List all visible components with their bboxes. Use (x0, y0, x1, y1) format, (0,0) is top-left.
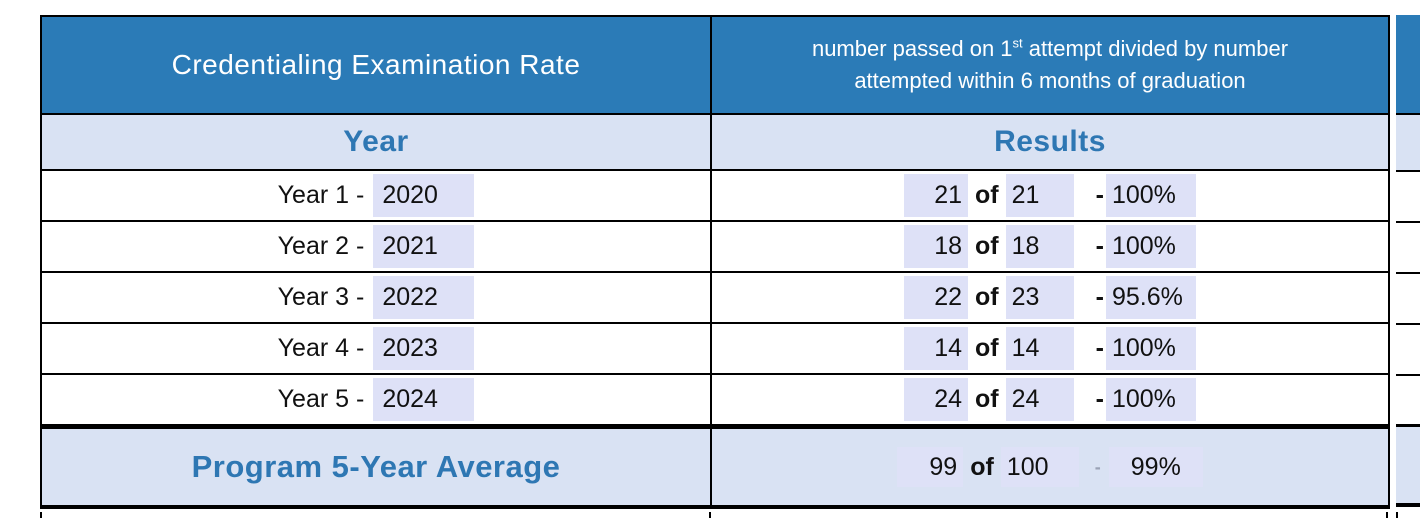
passed-total-field[interactable]: 99 (897, 447, 964, 487)
dash-separator: - (1094, 456, 1101, 477)
results-cell: 18 of 18 - 100% (712, 222, 1388, 271)
year-cell: Year 5 - 2024 (42, 375, 712, 424)
year-cell: Year 3 - 2022 (42, 273, 712, 322)
of-label: of (975, 334, 999, 362)
percent-field[interactable]: 100% (1105, 378, 1196, 421)
program-average-label: Program 5-Year Average (191, 449, 561, 484)
year-value-field[interactable]: 2020 (373, 174, 475, 217)
results-cell: 14 of 14 - 100% (712, 324, 1388, 373)
of-label: of (975, 385, 999, 413)
cutoff-border-tick (709, 512, 711, 518)
table-footer-row: Program 5-Year Average 99 of 100 - 99% (42, 426, 1388, 505)
year-value-field[interactable]: 2021 (373, 225, 475, 268)
cutoff-data-cell (1396, 325, 1420, 376)
dash-separator: - (1095, 232, 1104, 260)
results-group: 14 of 14 - 100% (904, 327, 1196, 370)
cutoff-header-cell (1396, 15, 1420, 115)
of-label: of (970, 452, 994, 481)
cutoff-border-tick (1386, 512, 1388, 518)
year-row-label: Year 2 - (277, 232, 365, 260)
cutoff-border-tick (40, 512, 42, 518)
dash-separator: - (1095, 283, 1104, 311)
table-row: Year 4 - 2023 14 of 14 - 100% (42, 324, 1388, 375)
attempted-count-field[interactable]: 18 (1005, 225, 1074, 268)
passed-count-field[interactable]: 24 (904, 378, 969, 421)
attempted-count-field[interactable]: 21 (1005, 174, 1074, 217)
results-cell: 22 of 23 - 95.6% (712, 273, 1388, 322)
table-header-row: Credentialing Examination Rate number pa… (42, 17, 1388, 115)
results-group: 99 of 100 - 99% (897, 447, 1203, 487)
cutoff-footer-cell (1396, 427, 1420, 507)
table-row: Year 2 - 2021 18 of 18 - 100% (42, 222, 1388, 273)
year-row-label: Year 5 - (277, 385, 365, 413)
year-row-label: Year 4 - (277, 334, 365, 362)
attempted-count-field[interactable]: 23 (1005, 276, 1074, 319)
year-cell: Year 4 - 2023 (42, 324, 712, 373)
cutoff-data-cell (1396, 274, 1420, 325)
passed-count-field[interactable]: 14 (904, 327, 969, 370)
average-results-cell: 99 of 100 - 99% (712, 429, 1388, 505)
page-title: Credentialing Examination Rate (171, 49, 581, 80)
definition-line2: attempted within 6 months of graduation (854, 68, 1246, 93)
header-description-cell: number passed on 1st attempt divided by … (712, 17, 1388, 113)
of-label: of (975, 283, 999, 311)
results-cell: 24 of 24 - 100% (712, 375, 1388, 424)
percent-field[interactable]: 100% (1105, 174, 1196, 217)
passed-count-field[interactable]: 22 (904, 276, 969, 319)
table-row: Year 3 - 2022 22 of 23 - 95.6% (42, 273, 1388, 324)
results-group: 21 of 21 - 100% (904, 174, 1196, 217)
results-group: 24 of 24 - 100% (904, 378, 1196, 421)
table-row: Year 5 - 2024 24 of 24 - 100% (42, 375, 1388, 426)
definition-line1-post: attempt divided by number (1022, 36, 1289, 62)
year-value-field[interactable]: 2024 (373, 378, 475, 421)
year-column-header-cell: Year (42, 115, 712, 169)
results-group: 18 of 18 - 100% (904, 225, 1196, 268)
attempted-total-field[interactable]: 100 (1000, 447, 1079, 487)
dash-separator: - (1095, 385, 1104, 413)
percent-field[interactable]: 95.6% (1105, 276, 1196, 319)
cutoff-data-cell (1396, 376, 1420, 427)
average-percent-field[interactable]: 99% (1108, 447, 1203, 487)
dash-separator: - (1095, 334, 1104, 362)
credentialing-exam-rate-table: Credentialing Examination Rate number pa… (40, 15, 1390, 509)
of-label: of (975, 181, 999, 209)
year-column-header: Year (343, 125, 409, 158)
results-cell: 21 of 21 - 100% (712, 171, 1388, 220)
year-cell: Year 2 - 2021 (42, 222, 712, 271)
year-cell: Year 1 - 2020 (42, 171, 712, 220)
year-row-label: Year 3 - (277, 283, 365, 311)
metric-definition-text: number passed on 1st attempt divided by … (812, 33, 1288, 97)
attempted-count-field[interactable]: 14 (1005, 327, 1074, 370)
average-label-cell: Program 5-Year Average (42, 429, 712, 505)
results-group: 22 of 23 - 95.6% (904, 276, 1196, 319)
cutoff-subheader-cell (1396, 115, 1420, 172)
dash-separator: - (1095, 181, 1104, 209)
cutoff-border-tick (1396, 512, 1398, 518)
results-column-header: Results (994, 125, 1106, 158)
year-row-label: Year 1 - (277, 181, 365, 209)
cutoff-data-cell (1396, 172, 1420, 223)
year-value-field[interactable]: 2023 (373, 327, 475, 370)
table-subheader-row: Year Results (42, 115, 1388, 171)
table-row: Year 1 - 2020 21 of 21 - 100% (42, 171, 1388, 222)
results-column-header-cell: Results (712, 115, 1388, 169)
cutoff-right-column (1396, 15, 1420, 507)
passed-count-field[interactable]: 18 (904, 225, 969, 268)
year-value-field[interactable]: 2022 (373, 276, 475, 319)
percent-field[interactable]: 100% (1105, 327, 1196, 370)
percent-field[interactable]: 100% (1105, 225, 1196, 268)
definition-line1-pre: number passed on 1 (811, 36, 1013, 62)
passed-count-field[interactable]: 21 (904, 174, 969, 217)
attempted-count-field[interactable]: 24 (1005, 378, 1074, 421)
cutoff-data-cell (1396, 223, 1420, 274)
of-label: of (975, 232, 999, 260)
header-title-cell: Credentialing Examination Rate (42, 17, 712, 113)
ordinal-superscript: st (1012, 35, 1023, 51)
